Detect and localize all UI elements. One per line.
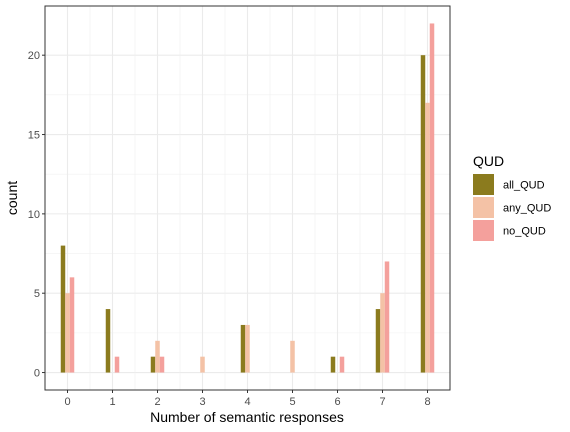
x-tick-label: 2: [154, 396, 160, 408]
bar-any_QUD-7: [380, 293, 385, 373]
legend-key-no_QUD: [473, 220, 494, 241]
x-tick-label: 6: [334, 396, 340, 408]
bars: [60, 23, 435, 373]
y-axis-title: count: [4, 181, 20, 215]
y-tick-label: 15: [28, 130, 40, 142]
x-tick-label: 8: [424, 396, 430, 408]
bar-all_QUD-6: [330, 356, 336, 373]
bar-all_QUD-0: [60, 245, 66, 373]
bar-any_QUD-5: [290, 340, 295, 373]
bar-no_QUD-1: [114, 356, 120, 373]
x-tick-label: 4: [244, 396, 250, 408]
legend: QUD all_QUD any_QUD no_QUD: [473, 153, 551, 241]
y-tick-label: 20: [28, 50, 40, 62]
x-tick-label: 0: [64, 396, 70, 408]
axis-ticks: 0 5 10 15 20 0 1 2 3 4 5 6 7 8: [28, 50, 431, 408]
bar-no_QUD-6: [339, 356, 345, 373]
bar-all_QUD-2: [150, 356, 156, 373]
bar-any_QUD-2: [155, 340, 160, 373]
bar-no_QUD-8: [429, 23, 435, 373]
bar-no_QUD-2: [159, 356, 165, 373]
legend-label-any_QUD: any_QUD: [503, 203, 551, 215]
y-tick-label: 10: [28, 209, 40, 221]
x-tick-label: 5: [289, 396, 295, 408]
x-axis-title: Number of semantic responses: [150, 409, 344, 425]
bar-any_QUD-4: [245, 324, 250, 373]
bar-any_QUD-8: [425, 102, 430, 373]
y-tick-label: 5: [34, 288, 40, 300]
legend-label-all_QUD: all_QUD: [503, 180, 545, 192]
bar-any_QUD-3: [200, 356, 205, 373]
bar-all_QUD-7: [375, 309, 381, 373]
bar-all_QUD-8: [420, 55, 426, 373]
x-tick-label: 1: [109, 396, 115, 408]
bar-no_QUD-7: [384, 261, 390, 373]
y-tick-label: 0: [34, 368, 40, 380]
x-tick-label: 7: [379, 396, 385, 408]
bar-all_QUD-1: [105, 309, 111, 373]
legend-title: QUD: [473, 153, 504, 169]
legend-key-any_QUD: [473, 197, 494, 218]
bar-any_QUD-0: [65, 293, 70, 373]
bar-all_QUD-4: [240, 324, 246, 373]
legend-label-no_QUD: no_QUD: [503, 226, 546, 238]
bar-no_QUD-0: [69, 277, 75, 373]
x-tick-label: 3: [199, 396, 205, 408]
legend-key-all_QUD: [473, 174, 494, 195]
